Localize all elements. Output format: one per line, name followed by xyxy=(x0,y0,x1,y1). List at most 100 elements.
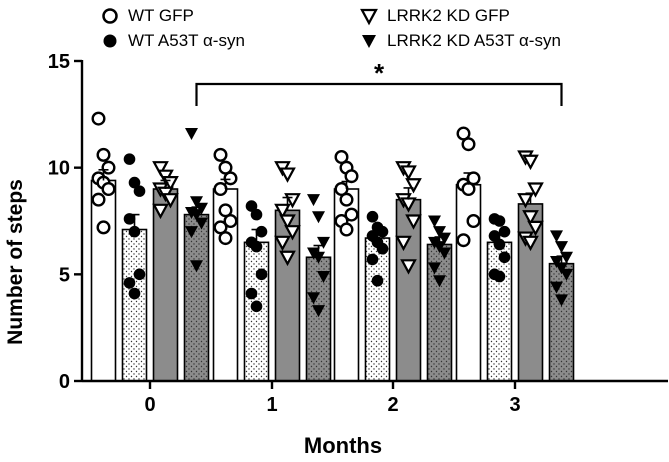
open-triangle-marker xyxy=(274,235,291,252)
open-triangle-marker xyxy=(274,203,291,220)
open-circle-marker xyxy=(344,169,359,184)
x-tick-label: 2 xyxy=(387,394,398,416)
filled-triangle-marker xyxy=(433,241,446,254)
filled-circle-marker xyxy=(493,215,506,227)
x-axis-label: Months xyxy=(304,433,382,458)
filled-triangle-marker xyxy=(555,262,568,275)
bar-lrrk2-a53t xyxy=(305,256,332,382)
filled-triangle-marker xyxy=(195,217,208,230)
filled-circle-marker xyxy=(493,238,506,251)
filled-triangle-marker xyxy=(438,232,451,245)
open-triangle-marker xyxy=(405,214,422,230)
legend-label: WT A53T α-syn xyxy=(128,31,245,50)
filled-circle-marker xyxy=(498,251,511,264)
open-triangle-marker xyxy=(279,214,296,230)
open-triangle-marker xyxy=(162,193,179,209)
bar-wt-a53t xyxy=(121,228,148,382)
filled-circle-marker xyxy=(376,242,389,255)
open-triangle-marker xyxy=(522,154,539,171)
open-circle-marker xyxy=(101,160,116,175)
filled-triangle-marker xyxy=(317,270,330,283)
open-triangle-marker xyxy=(400,165,417,181)
open-circle-marker xyxy=(466,213,481,228)
open-triangle-marker xyxy=(527,182,544,198)
open-triangle-down-icon xyxy=(360,8,378,26)
filled-circle-marker xyxy=(493,270,506,283)
bar-wt-a53t xyxy=(486,241,513,382)
filled-circle-marker xyxy=(128,176,141,189)
filled-triangle-marker xyxy=(555,241,568,254)
filled-circle-marker xyxy=(250,208,263,221)
open-triangle-marker xyxy=(152,161,169,177)
filled-circle-marker xyxy=(133,185,146,197)
filled-triangle-marker xyxy=(195,202,208,215)
filled-triangle-marker xyxy=(317,236,330,249)
filled-triangle-marker xyxy=(307,292,320,305)
legend-label: LRRK2 KD GFP xyxy=(387,6,510,25)
open-circle-marker xyxy=(91,192,106,207)
open-circle-marker xyxy=(461,137,476,152)
open-circle-marker xyxy=(456,233,471,248)
filled-circle-marker xyxy=(123,153,136,165)
open-circle-marker xyxy=(213,181,228,196)
filled-triangle-marker xyxy=(312,305,325,318)
filled-triangle-marker xyxy=(555,294,568,307)
filled-circle-marker xyxy=(128,225,141,238)
filled-circle-marker xyxy=(123,213,136,225)
open-triangle-marker xyxy=(284,225,301,241)
filled-triangle-marker xyxy=(312,211,325,224)
filled-triangle-marker xyxy=(550,281,563,294)
open-circle-marker xyxy=(223,213,238,228)
bar-lrrk2-gfp xyxy=(517,203,544,382)
filled-circle-icon xyxy=(103,34,117,48)
open-circle-marker xyxy=(101,181,116,196)
filled-triangle-marker xyxy=(438,247,451,260)
filled-triangle-marker xyxy=(433,275,446,288)
filled-triangle-down-icon xyxy=(362,35,376,48)
filled-circle-marker xyxy=(366,253,379,266)
y-tick-label: 15 xyxy=(48,51,70,73)
y-tick-label: 10 xyxy=(48,158,70,180)
filled-triangle-marker xyxy=(185,128,198,141)
open-triangle-marker xyxy=(522,235,539,252)
filled-circle-marker xyxy=(250,300,263,313)
open-circle-marker xyxy=(91,111,106,126)
filled-circle-marker xyxy=(366,210,379,223)
open-triangle-marker xyxy=(517,193,534,209)
open-circle-marker xyxy=(96,147,111,162)
filled-triangle-marker xyxy=(307,194,320,207)
filled-circle-marker xyxy=(250,240,263,253)
filled-circle-marker xyxy=(128,287,141,300)
legend-item-lrrk2-gfp: LRRK2 KD GFP xyxy=(359,4,510,28)
filled-triangle-marker xyxy=(190,196,203,209)
open-circle-marker xyxy=(344,207,359,222)
filled-circle-marker xyxy=(371,274,384,287)
filled-triangle-marker xyxy=(190,260,203,273)
filled-triangle-marker xyxy=(312,251,325,264)
legend-item-wt-gfp: WT GFP xyxy=(100,4,194,28)
filled-triangle-marker xyxy=(550,230,563,243)
legend-label: LRRK2 KD A53T α-syn xyxy=(387,31,561,50)
open-triangle-marker xyxy=(405,178,422,194)
open-circle-marker xyxy=(96,220,111,235)
legend-item-wt-a53t: WT A53T α-syn xyxy=(100,29,245,53)
open-triangle-marker xyxy=(522,210,539,226)
filled-triangle-marker xyxy=(428,215,441,228)
open-circle-marker xyxy=(339,222,354,237)
filled-triangle-marker xyxy=(185,226,198,239)
open-circle-marker xyxy=(213,147,228,162)
open-circle-marker xyxy=(223,171,238,186)
filled-circle-marker xyxy=(245,200,258,212)
open-triangle-marker xyxy=(395,235,412,252)
filled-triangle-marker xyxy=(550,256,563,269)
filled-triangle-marker xyxy=(428,262,441,275)
filled-triangle-marker xyxy=(560,268,573,281)
x-tick-label: 3 xyxy=(509,394,520,416)
filled-circle-marker xyxy=(255,268,268,281)
open-circle-marker xyxy=(339,192,354,207)
filled-circle-marker xyxy=(245,287,258,300)
open-circle-icon xyxy=(102,8,118,24)
bar-wt-gfp xyxy=(90,179,117,382)
significance-bracket xyxy=(195,82,563,106)
y-axis-label: Number of steps xyxy=(4,179,27,345)
